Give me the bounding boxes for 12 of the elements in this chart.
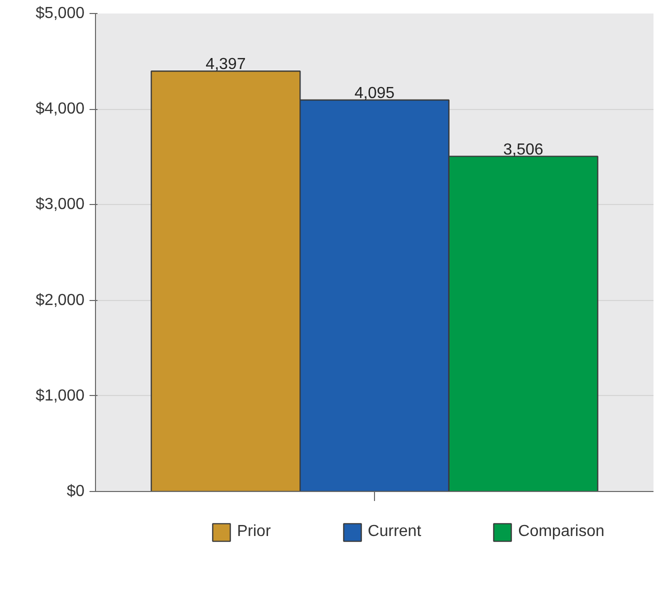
y-tick-label: $4,000 xyxy=(36,100,85,118)
y-tick-label: $0 xyxy=(66,483,85,500)
legend-label: Prior xyxy=(237,523,271,541)
y-tick-label: $5,000 xyxy=(36,5,85,22)
legend-label: Current xyxy=(368,523,422,541)
data-label: 4,095 xyxy=(354,85,395,102)
data-label: 4,397 xyxy=(206,56,246,74)
legend-label: Comparison xyxy=(518,523,604,541)
y-tick-label: $3,000 xyxy=(36,196,85,214)
y-tick-label: $1,000 xyxy=(36,387,85,404)
y-tick-label: $2,000 xyxy=(36,292,85,309)
data-label: 3,506 xyxy=(503,141,544,158)
